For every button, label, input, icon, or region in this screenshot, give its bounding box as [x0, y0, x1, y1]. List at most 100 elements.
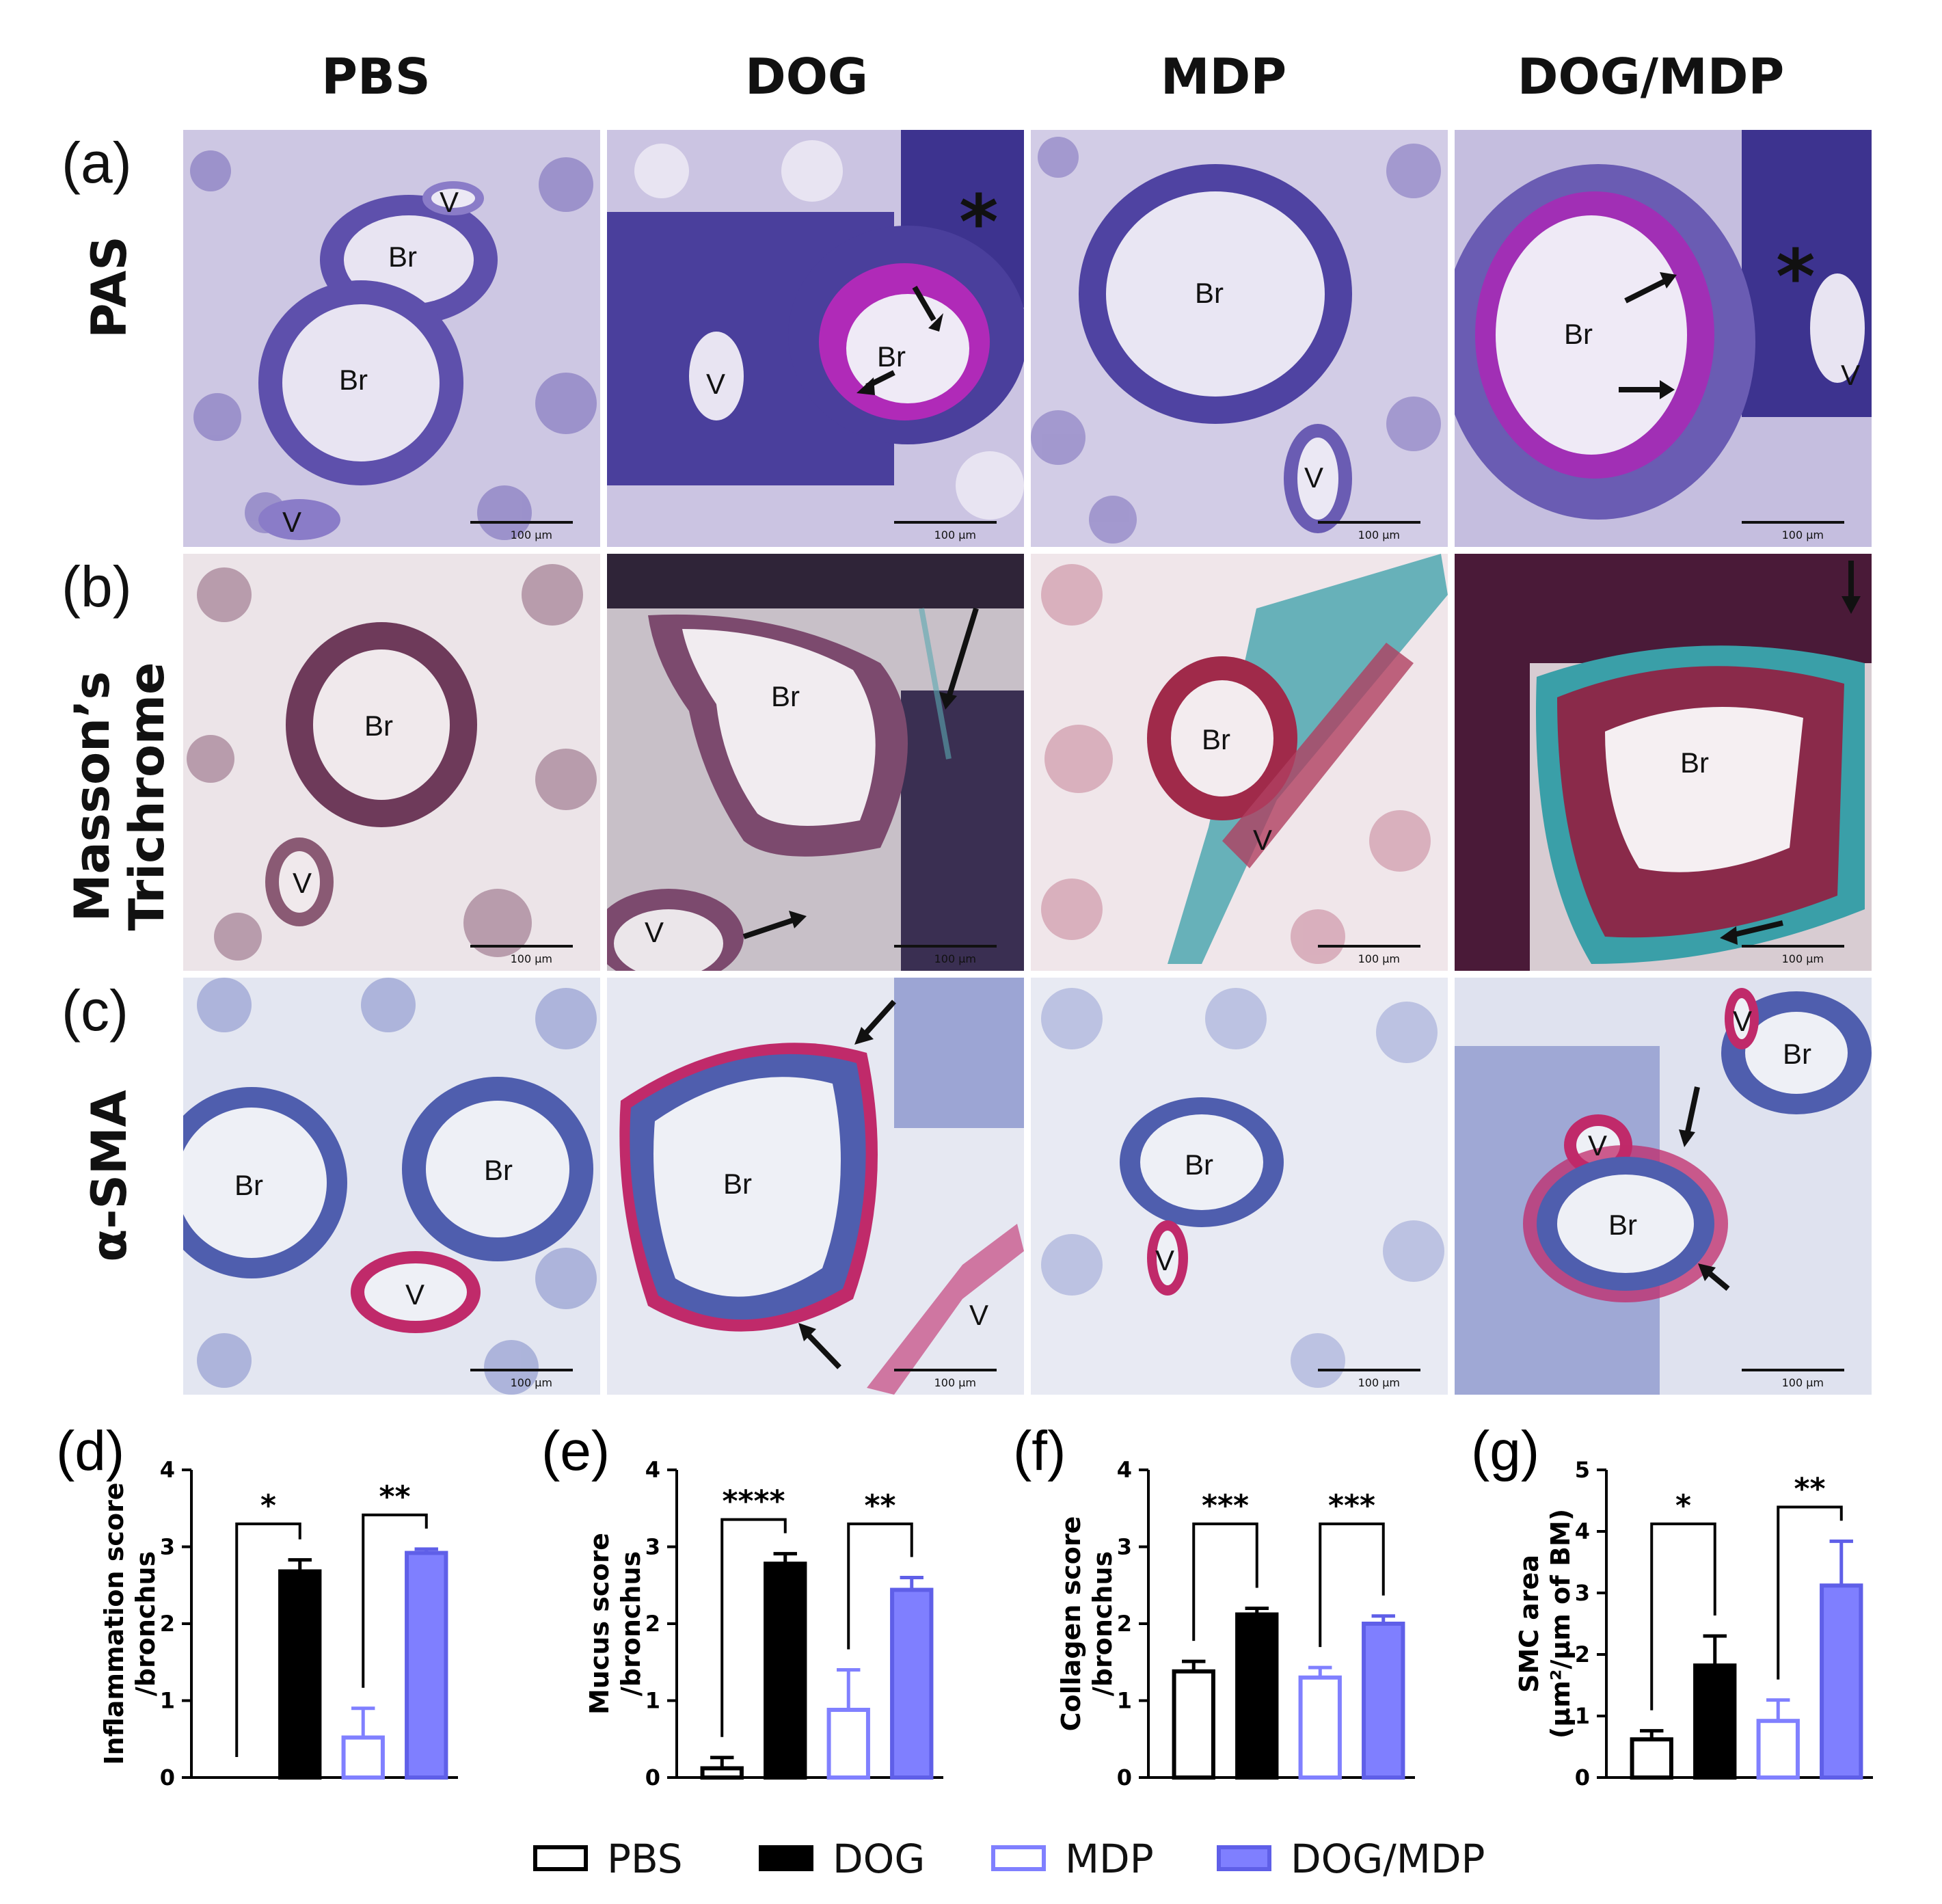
- legend-swatch: [759, 1845, 813, 1871]
- row-label-sma: α-SMA: [81, 1090, 137, 1262]
- micrograph-sma-mdp: Br V 100 µm: [1031, 978, 1448, 1395]
- bar: [1693, 1663, 1737, 1780]
- bar: [1172, 1669, 1215, 1780]
- column-header-mdp: MDP: [1160, 48, 1287, 105]
- significance-bracket: [362, 1513, 428, 1688]
- y-axis-label: Inflammation score/bronchus: [99, 1482, 161, 1765]
- legend-label: MDP: [1065, 1836, 1154, 1882]
- significance-bracket: [1650, 1523, 1716, 1711]
- scale-text: 100 µm: [510, 528, 552, 541]
- column-header-dog-mdp: DOG/MDP: [1517, 48, 1785, 105]
- scale-text: 100 µm: [510, 1376, 552, 1389]
- scale-text: 100 µm: [934, 952, 976, 965]
- label-vessel: V: [282, 506, 302, 538]
- y-tick-label: 4: [645, 1457, 660, 1483]
- bar: [405, 1551, 448, 1780]
- micrograph-pas-pbs: Br Br V V 100 µm: [183, 130, 600, 547]
- y-tick-label: 4: [160, 1457, 175, 1483]
- arrow-icon: [742, 607, 979, 939]
- y-tick-label: 0: [645, 1765, 660, 1791]
- scale-text: 100 µm: [1781, 1376, 1824, 1389]
- y-tick-label: 3: [1117, 1534, 1132, 1560]
- chart-mucus: (e) Mucus score/bronchus 0 1 2 3 4 **** **: [533, 1420, 957, 1812]
- label-vessel: V: [405, 1278, 425, 1311]
- bar: [1362, 1622, 1405, 1780]
- y-tick-label: 3: [160, 1534, 175, 1560]
- bar: [1235, 1612, 1279, 1780]
- y-tick-label: 0: [160, 1765, 175, 1791]
- scale-text: 100 µm: [510, 952, 552, 965]
- label-bronchus: Br: [771, 680, 800, 712]
- scale-text: 100 µm: [1358, 1376, 1400, 1389]
- label-bronchus: Br: [1564, 318, 1593, 350]
- significance-label: ***: [1328, 1488, 1375, 1523]
- label-bronchus: Br: [388, 241, 417, 273]
- label-vessel: V: [969, 1299, 989, 1331]
- arrow-icon: [798, 1000, 896, 1369]
- micrograph-mt-mdp: Br V 100 µm: [1031, 554, 1448, 971]
- micrograph-pas-dog-mdp: Br V * 100 µm: [1455, 130, 1872, 547]
- scale-bar: [1742, 1369, 1844, 1371]
- y-tick-label: 2: [160, 1611, 175, 1637]
- bar: [341, 1735, 385, 1780]
- scale-bar: [470, 521, 573, 524]
- y-tick-label: 5: [1575, 1457, 1590, 1483]
- panel-letter-a: (a): [62, 131, 132, 195]
- significance-label: *: [260, 1488, 276, 1523]
- legend-swatch: [533, 1845, 588, 1871]
- significance-bracket: [847, 1523, 913, 1650]
- y-tick-label: 4: [1117, 1457, 1132, 1483]
- y-axis-label-line1: Inflammation score: [99, 1482, 129, 1765]
- y-tick-label: 0: [1575, 1765, 1590, 1791]
- significance-bracket: [235, 1523, 301, 1757]
- y-axis-label-line2: /bronchus: [616, 1551, 646, 1696]
- asterisk-marker: *: [959, 178, 999, 266]
- y-axis-label: Mucus score/bronchus: [584, 1533, 646, 1715]
- bar: [1630, 1737, 1673, 1780]
- row-label-masson: Masson’s Trichrome: [64, 619, 181, 974]
- chart-smc-area: (g) SMC area(µm²/µm of BM) 0 1 2 3 4 5 * **: [1463, 1420, 1887, 1812]
- y-axis-label-line1: Mucus score: [584, 1533, 615, 1715]
- y-axis-label-line2: /bronchus: [1088, 1551, 1118, 1696]
- column-header-dog: DOG: [744, 48, 869, 105]
- bar: [700, 1766, 744, 1780]
- significance-label: **: [1794, 1471, 1825, 1506]
- label-bronchus: Br: [234, 1169, 263, 1201]
- micrograph-sma-dog-mdp: Br Br V V 100 µm: [1455, 978, 1872, 1395]
- label-vessel: V: [1841, 359, 1861, 391]
- panel-letter: (g): [1471, 1429, 1539, 1482]
- micrograph-mt-dog-mdp: Br 100 µm: [1455, 554, 1872, 971]
- y-axis-label: SMC area(µm²/µm of BM): [1514, 1509, 1576, 1739]
- scale-text: 100 µm: [934, 528, 976, 541]
- significance-label: *: [1675, 1488, 1691, 1523]
- scale-text: 100 µm: [934, 1376, 976, 1389]
- arrow-icon: [1720, 561, 1861, 945]
- label-vessel: V: [1155, 1244, 1175, 1276]
- label-vessel: V: [1304, 461, 1324, 494]
- arrow-icon: [1619, 272, 1677, 399]
- scale-text: 100 µm: [1781, 952, 1824, 965]
- scale-bar: [894, 1369, 997, 1371]
- significance-bracket: [1319, 1523, 1385, 1648]
- y-tick-label: 2: [1575, 1641, 1590, 1667]
- legend-label: PBS: [607, 1836, 683, 1882]
- significance-label: ****: [722, 1484, 785, 1519]
- micrograph-sma-pbs: Br Br V 100 µm: [183, 978, 600, 1395]
- y-axis-label-line1: SMC area: [1514, 1555, 1544, 1693]
- y-axis-label: Collagen score/bronchus: [1056, 1516, 1118, 1732]
- label-bronchus: Br: [339, 364, 368, 396]
- bar: [1298, 1675, 1342, 1780]
- label-bronchus: Br: [723, 1168, 752, 1200]
- column-header-pbs: PBS: [321, 48, 431, 105]
- chart-collagen: (f) Collagen score/bronchus 0 1 2 3 4 *** ***: [1005, 1420, 1429, 1812]
- label-bronchus: Br: [1608, 1209, 1637, 1241]
- significance-bracket: [1777, 1505, 1843, 1680]
- scale-bar: [1318, 1369, 1420, 1371]
- scale-text: 100 µm: [1358, 952, 1400, 965]
- legend-swatch: [991, 1845, 1046, 1871]
- label-vessel: V: [645, 916, 664, 948]
- bar: [1820, 1583, 1863, 1780]
- legend-label: DOG: [833, 1836, 926, 1882]
